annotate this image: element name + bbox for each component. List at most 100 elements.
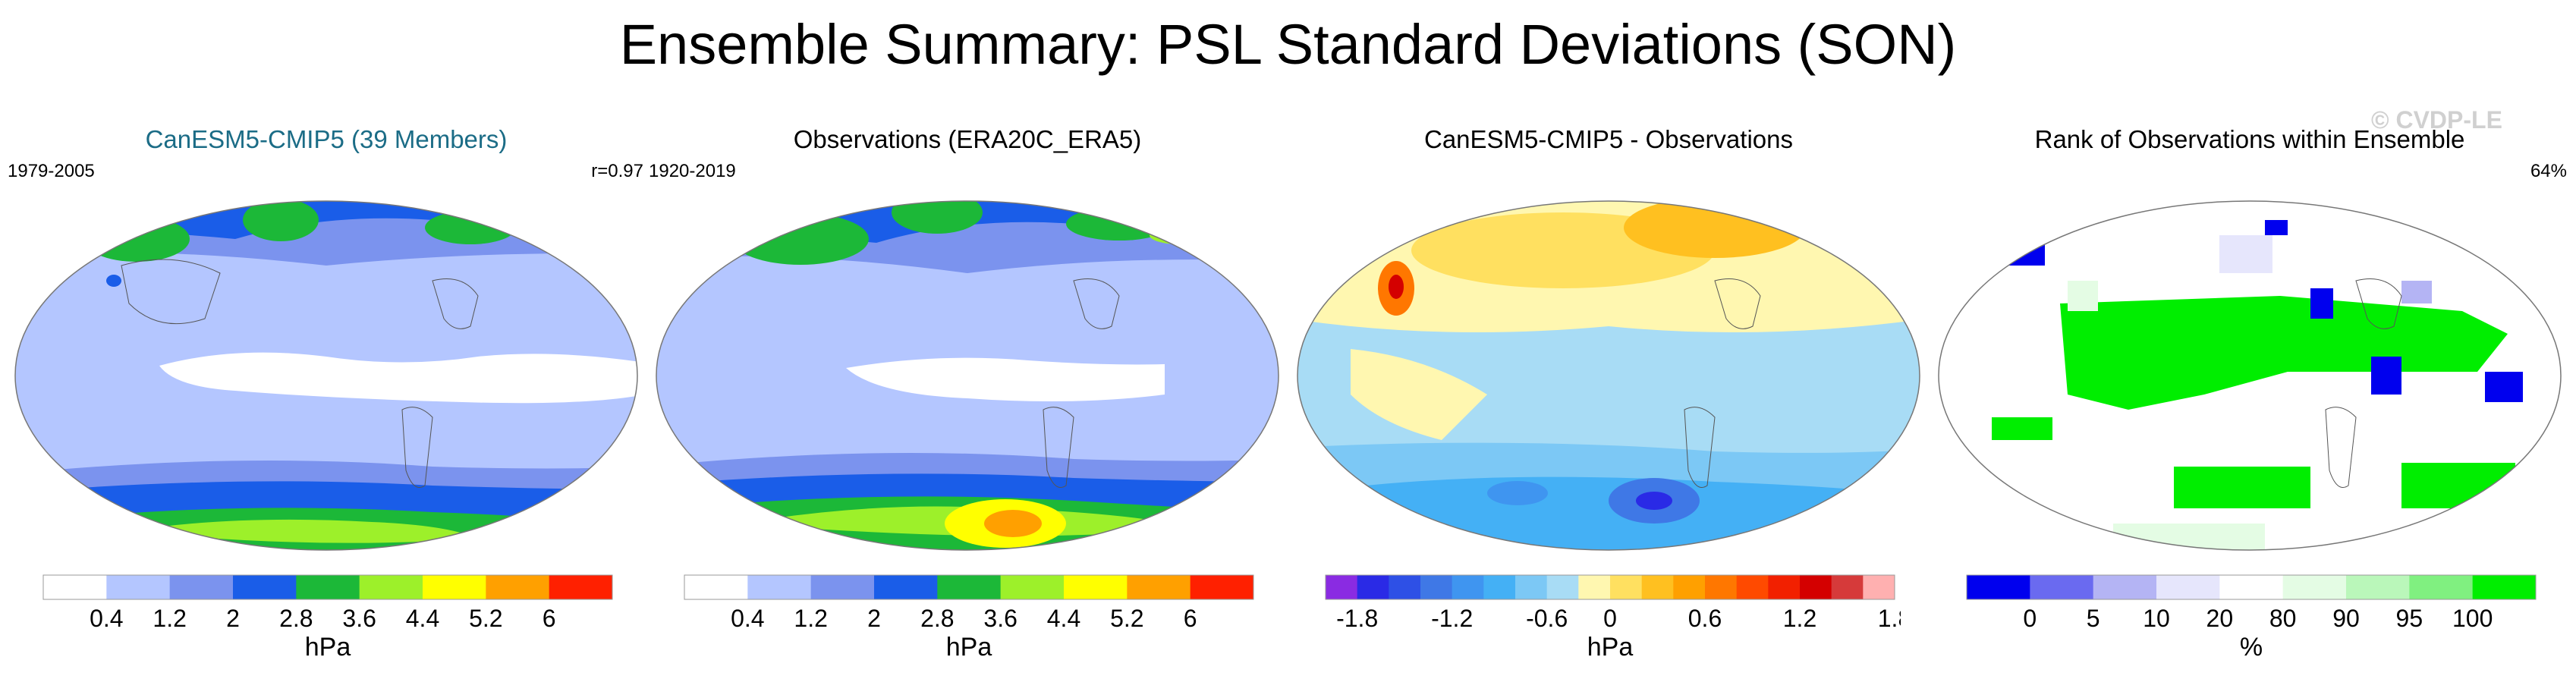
colorbar-tick-label: 5 [2087,605,2100,632]
colorbar-tick-label: 5.2 [1110,605,1143,632]
colorbar-box [2409,575,2474,599]
colorbar-unit-label: hPa [1587,633,1634,662]
colorbar-observations: 0.4 1.2 2 2.8 3.6 4.4 5.2 6 hPa [683,568,1260,670]
colorbar-tick-label: 80 [2269,605,2297,632]
colorbar-box [359,575,423,599]
colorbar-unit-label: % [2240,633,2263,662]
colorbar-tick-label: 2 [867,605,881,632]
colorbar-tick-label: 95 [2396,605,2423,632]
colorbar-model-svg: 0.4 1.2 2 2.8 3.6 4.4 5.2 6 hPa [42,574,613,662]
colorbar-box [1420,575,1453,599]
colorbar-unit-label: hPa [305,633,351,662]
colorbar-tick-label: -0.6 [1526,605,1568,632]
panel-observations: Observations (ERA20C_ERA5) 1920-2019 [649,114,1286,561]
colorbar-box [1641,575,1674,599]
percent-label: 64% [2530,161,2567,181]
colorbar-box [1483,575,1516,599]
colorbar-box [1389,575,1421,599]
panel-rank: Rank of Observations within Ensemble 64% [1931,114,2568,561]
colorbar-box [423,575,486,599]
figure-title: Ensemble Summary: PSL Standard Deviation… [619,13,1957,76]
colorbar-box [1610,575,1643,599]
colorbar-box [1357,575,1389,599]
colorbar-tick-label: -1.8 [1336,605,1378,632]
colorbar-observations-svg: 0.4 1.2 2 2.8 3.6 4.4 5.2 6 hPa [684,574,1254,662]
colorbar-tick-label: 90 [2332,605,2360,632]
colorbar-tick-label: 20 [2206,605,2234,632]
colorbar-box [296,575,360,599]
colorbar-outline [1325,574,1895,600]
colorbar-tick-label: 5.2 [469,605,502,632]
colorbar-outline [684,574,1254,600]
panel-title: Observations (ERA20C_ERA5) [793,125,1142,153]
colorbar-box [1863,575,1895,599]
colorbar-box [1326,575,1358,599]
cvdp-watermark: © CVDP-LE [2371,106,2502,134]
colorbar-box [1967,575,2030,599]
colorbar-box [810,575,875,599]
colorbar-box [747,575,812,599]
colorbar-box [169,575,234,599]
map-rank [1938,200,2562,551]
colorbar-box [1831,575,1864,599]
colorbar-box [684,575,748,599]
colorbar-tick-label: 0.4 [90,605,123,632]
panel-difference: CanESM5-CMIP5 - Observations [1290,114,1927,561]
colorbar-tick-label: 6 [543,605,556,632]
panel-title: CanESM5-CMIP5 (39 Members) [145,125,508,153]
colorbar-box [1546,575,1579,599]
colorbar-box [43,575,107,599]
colorbar-box [2093,575,2157,599]
colorbar-box [549,575,613,599]
colorbar-box [874,575,938,599]
colorbar-tick-label: 100 [2452,605,2493,632]
colorbar-tick-label: 0.6 [1688,605,1722,632]
colorbar-box [106,575,171,599]
colorbar-tick-label: -1.2 [1431,605,1473,632]
colorbar-tick-label: 0 [1603,605,1617,632]
colorbar-box [1064,575,1128,599]
correlation-label: r=0.97 [591,161,643,181]
colorbar-box [1452,575,1484,599]
colorbar-box [233,575,297,599]
colorbar-box [1800,575,1832,599]
colorbar-box [1736,575,1769,599]
colorbar-box [2219,575,2284,599]
colorbar-tick-label: 6 [1184,605,1197,632]
colorbar-box [2346,575,2410,599]
colorbar-box [1768,575,1801,599]
colorbar-tick-label: 3.6 [342,605,376,632]
colorbar-outline [42,574,613,600]
colorbar-model: 0.4 1.2 2 2.8 3.6 4.4 5.2 6 hPa [42,568,618,670]
map-difference [1297,200,1920,551]
colorbar-tick-label: 0.4 [731,605,764,632]
colorbar-tick-label: 2.8 [279,605,313,632]
colorbar-tick-label: 2 [226,605,240,632]
colorbar-box [937,575,1002,599]
colorbar-box [1000,575,1065,599]
colorbar-box [1190,575,1254,599]
colorbar-rank-svg: 0 5 10 20 80 90 95 100% [1966,574,2537,662]
colorbar-box [1127,575,1191,599]
period-label: 1920-2019 [649,161,736,181]
colorbar-box [2156,575,2220,599]
colorbar-difference: -1.8 -1.2 -0.6 0 0.6 1.2 1.8 hPa [1324,568,1911,670]
colorbar-tick-label: 3.6 [983,605,1017,632]
colorbar-box [2030,575,2094,599]
colorbar-unit-label: hPa [946,633,992,662]
panel-model: CanESM5-CMIP5 (39 Members) 1979-2005 r=0… [8,114,645,561]
colorbar-tick-label: 0 [2023,605,2037,632]
colorbar-box [2282,575,2347,599]
colorbar-difference-svg: -1.8 -1.2 -0.6 0 0.6 1.2 1.8 hPa [1325,574,1911,662]
colorbar-tick-label: 1.2 [1783,605,1816,632]
colorbar-rank: 0 5 10 20 80 90 95 100% [1965,568,2542,670]
colorbar-tick-label: 10 [2143,605,2170,632]
panel-title: CanESM5-CMIP5 - Observations [1424,125,1793,153]
colorbar-tick-label: 2.8 [920,605,954,632]
colorbar-tick-label: 1.2 [794,605,827,632]
colorbar-tick-label: 1.2 [153,605,186,632]
colorbar-tick-label: 4.4 [406,605,439,632]
period-label: 1979-2005 [8,161,95,181]
map-observations [656,200,1279,551]
colorbar-box [486,575,550,599]
